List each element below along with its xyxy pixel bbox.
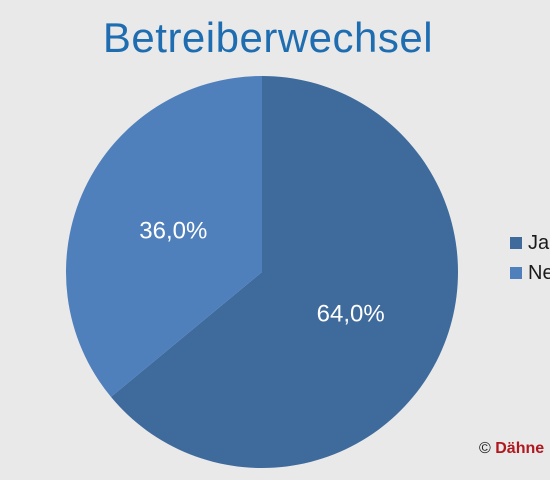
- legend: Ja Nein: [510, 228, 550, 288]
- legend-swatch-ja: [510, 237, 522, 249]
- copyright-brand: Dähne: [495, 440, 545, 457]
- data-label-nein: 36,0%: [139, 217, 207, 244]
- copyright-symbol: ©: [479, 440, 491, 457]
- chart-title: Betreiberwechsel: [102, 14, 434, 61]
- legend-item-ja: Ja: [510, 228, 550, 258]
- pie-slice-nein: [66, 76, 262, 397]
- data-label-ja: 64,0%: [317, 301, 385, 328]
- legend-swatch-nein: [510, 267, 522, 279]
- pie-slice-ja: [110, 76, 458, 469]
- legend-label-nein: Nein: [528, 261, 550, 284]
- copyright-notice: © Dähne: [479, 440, 544, 458]
- legend-label-ja: Ja: [528, 231, 550, 254]
- legend-item-nein: Nein: [510, 258, 550, 288]
